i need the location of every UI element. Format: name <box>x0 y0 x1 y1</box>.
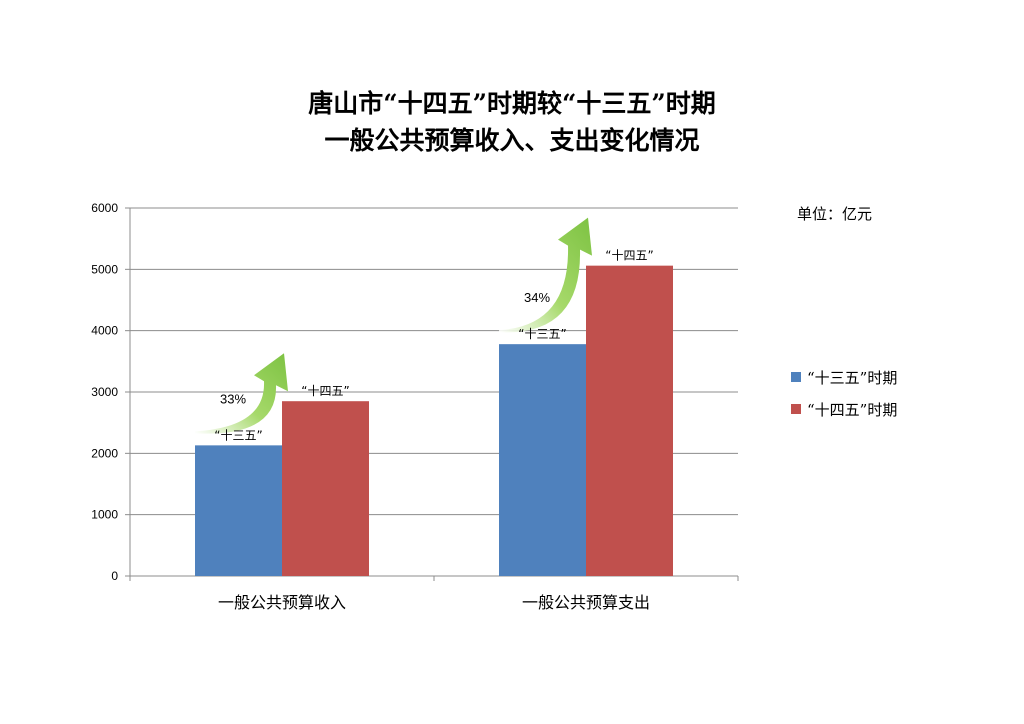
y-tick-label: 5000 <box>91 262 118 276</box>
y-tick-label: 4000 <box>91 324 118 338</box>
growth-percent-label: 33% <box>220 391 246 406</box>
legend-item-series-1: “十三五”时期 <box>791 369 897 387</box>
bar-labels: “十三五” “十四五” 33% “十三五” “十四五” 34% <box>214 249 653 443</box>
bar-shisiwu <box>282 401 369 576</box>
bar-label: “十三五” <box>518 327 566 341</box>
chart-title-line-2: 一般公共预算收入、支出变化情况 <box>324 126 699 155</box>
bar-label: “十四五” <box>301 384 349 398</box>
growth-arrows <box>195 217 592 434</box>
growth-percent-label: 34% <box>524 290 550 305</box>
bars <box>195 265 673 576</box>
legend-item-series-2: “十四五”时期 <box>791 401 897 419</box>
legend: “十三五”时期 “十四五”时期 <box>791 369 897 419</box>
growth-arrow <box>499 217 592 333</box>
y-tick-label: 2000 <box>91 446 118 460</box>
growth-arrow <box>195 353 288 434</box>
x-category-label: 一般公共预算支出 <box>522 593 650 612</box>
y-tick-label: 0 <box>111 569 118 583</box>
legend-swatch-series-1 <box>791 372 801 382</box>
chart-title-line-1: 唐山市“十四五”时期较“十三五”时期 <box>308 89 716 118</box>
y-tick-label: 1000 <box>91 508 118 522</box>
bar-shisanwu <box>195 445 282 576</box>
legend-label-series-1: “十三五”时期 <box>807 369 897 387</box>
x-category-labels: 一般公共预算收入 一般公共预算支出 <box>218 593 650 612</box>
bar-shisiwu <box>586 265 673 576</box>
bar-label: “十四五” <box>605 249 653 263</box>
legend-label-series-2: “十四五”时期 <box>807 401 897 419</box>
x-category-label: 一般公共预算收入 <box>218 593 346 612</box>
bar-shisanwu <box>499 344 586 576</box>
bar-label: “十三五” <box>214 428 262 442</box>
y-tick-label: 6000 <box>91 201 118 215</box>
unit-label: 单位：亿元 <box>797 205 872 223</box>
legend-swatch-series-2 <box>791 404 801 414</box>
y-tick-labels: 0 1000 2000 3000 4000 5000 6000 <box>91 201 118 583</box>
y-tick-label: 3000 <box>91 385 118 399</box>
